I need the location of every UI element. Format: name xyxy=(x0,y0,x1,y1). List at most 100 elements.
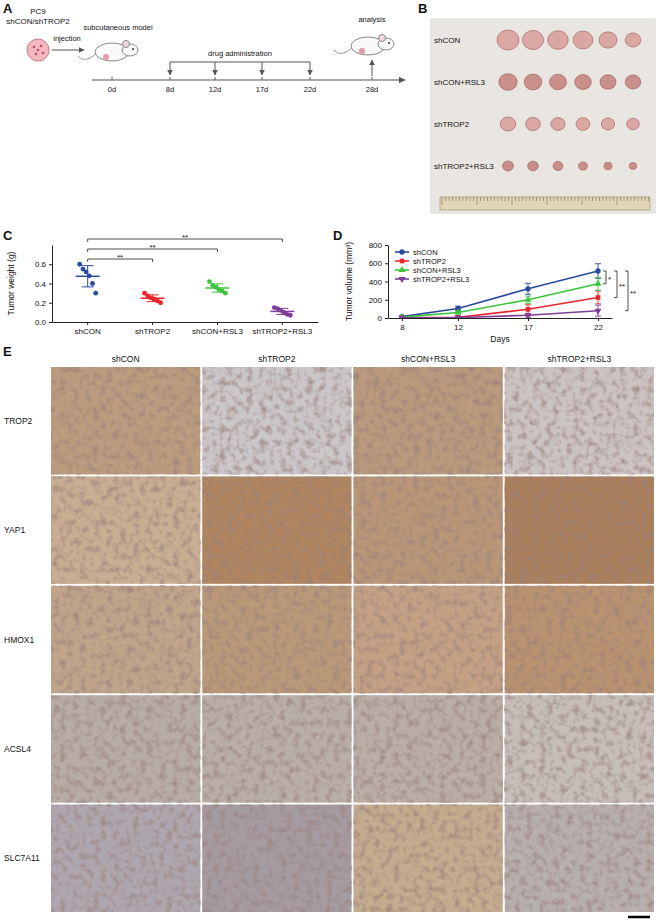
timeline-tick xyxy=(170,77,171,80)
marker xyxy=(596,295,601,300)
tick: shCON xyxy=(75,322,101,336)
photo-background xyxy=(430,18,656,214)
marker xyxy=(526,307,531,312)
ruler-tick xyxy=(641,197,642,201)
ihc-texture xyxy=(202,476,351,583)
error-bar xyxy=(595,305,601,316)
tick-label: shTROP2+RSL3 xyxy=(252,327,312,336)
ruler-tick xyxy=(554,197,555,201)
tumor xyxy=(549,74,566,89)
tick-mark xyxy=(49,322,52,323)
ruler-tick xyxy=(634,197,635,201)
legend-label: shTROP2+RSL3 xyxy=(413,275,469,284)
tumor xyxy=(629,163,637,170)
ihc-texture xyxy=(505,586,654,693)
column-header: shCON xyxy=(112,354,140,364)
significance-label: ** xyxy=(149,243,155,252)
ihc-texture xyxy=(354,586,503,693)
column-header: shCON+RSL3 xyxy=(401,354,455,364)
cell-label: PC9 xyxy=(30,7,46,16)
point xyxy=(93,291,98,296)
tumor xyxy=(522,30,543,49)
row-label: shTROP2 xyxy=(434,120,470,129)
dose-arrow xyxy=(310,62,311,75)
arrow xyxy=(372,60,373,76)
ruler-tick xyxy=(505,197,506,201)
mouse-eye xyxy=(388,42,390,44)
tumor xyxy=(599,32,617,48)
ihc-texture xyxy=(505,805,654,912)
column-header: shTROP2+RSL3 xyxy=(548,354,612,364)
axis: 8121722 xyxy=(389,318,613,332)
ihc-image xyxy=(354,586,503,693)
point xyxy=(158,300,163,305)
marker xyxy=(398,316,405,318)
error-bar xyxy=(82,266,94,287)
ruler-tick xyxy=(540,197,541,201)
ruler-tick xyxy=(491,197,492,201)
ruler-tick xyxy=(592,197,593,201)
ruler-tick xyxy=(613,197,614,201)
row-label: YAP1 xyxy=(4,525,25,535)
cell xyxy=(27,39,49,61)
tick: 0.2 xyxy=(35,299,52,308)
treatment-bar xyxy=(170,62,310,63)
ruler-tick xyxy=(484,197,485,201)
ruler-tick xyxy=(631,197,632,201)
ruler-tick xyxy=(561,197,562,201)
axis-line xyxy=(389,318,613,319)
marker xyxy=(524,296,531,302)
point xyxy=(288,313,293,318)
tick-label: 0.0 xyxy=(35,318,47,327)
error-bar xyxy=(595,264,601,279)
axis: 0200400600800 xyxy=(369,241,389,323)
tick: 12 xyxy=(454,318,463,332)
arrow xyxy=(52,50,84,51)
legend-marker xyxy=(399,249,404,254)
tick-mark xyxy=(458,318,459,321)
ruler-tick xyxy=(582,197,583,205)
tick: 0.0 xyxy=(35,318,52,327)
tick-label: shCON xyxy=(75,327,101,336)
error-bar xyxy=(276,308,288,314)
panel-letter: E xyxy=(3,344,12,359)
timeline xyxy=(92,79,405,80)
timeline-tick xyxy=(112,77,113,80)
ihc-image xyxy=(51,805,200,912)
tumor xyxy=(625,33,641,47)
tick-label: 400 xyxy=(369,278,383,287)
ihc-image xyxy=(202,476,351,583)
ruler-tick xyxy=(606,197,607,201)
tick: 0.6 xyxy=(35,260,52,269)
ruler-tick xyxy=(498,197,499,201)
ruler-tick xyxy=(449,197,450,201)
marker xyxy=(594,280,601,286)
day-label: 28d xyxy=(366,85,379,94)
tick-mark xyxy=(402,318,403,321)
ruler-tick xyxy=(550,197,551,201)
tick: 200 xyxy=(369,296,388,305)
point xyxy=(77,262,82,267)
mouse-tail xyxy=(334,48,352,54)
tick-mark xyxy=(385,263,388,264)
mouse-tumor xyxy=(359,48,365,54)
ihc-image xyxy=(354,476,503,583)
ihc-texture xyxy=(505,476,654,583)
figure: ABCDEPC9shCON/shTROP2injectionsubcutaneo… xyxy=(0,0,661,921)
axis-title: Tumor volume (mm³) xyxy=(344,242,354,321)
marker xyxy=(595,268,600,273)
ihc-image xyxy=(202,367,351,474)
ruler-tick xyxy=(536,197,537,201)
axis-line xyxy=(52,246,53,323)
axis: 0.00.20.40.6 xyxy=(35,246,53,328)
ihc-texture xyxy=(505,695,654,802)
ruler-tick xyxy=(564,197,565,201)
row-label: SLC7A11 xyxy=(4,853,40,863)
label: subcutaneous model xyxy=(83,23,153,32)
tick-mark xyxy=(385,245,388,246)
tick: 600 xyxy=(369,259,388,268)
label: drug administration xyxy=(208,49,272,58)
tick: shTROP2+RSL3 xyxy=(252,322,312,336)
panel-e: shCONshTROP2shCON+RSL3shTROP2+RSL3TROP2Y… xyxy=(4,354,654,917)
ruler-tick xyxy=(473,197,474,201)
